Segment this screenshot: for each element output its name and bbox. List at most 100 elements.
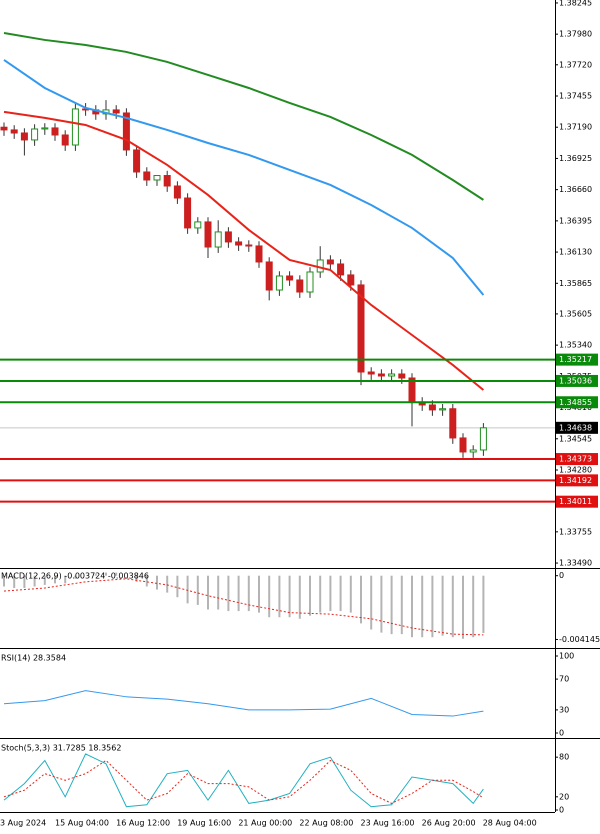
candle-body — [0, 126, 8, 131]
level-tag — [556, 495, 598, 508]
candle-body — [347, 274, 355, 286]
x-tick-label: 21 Aug 00:00 — [238, 819, 292, 828]
current-price-tag — [556, 421, 598, 434]
x-tick-label: 22 Aug 08:00 — [299, 819, 353, 828]
y-tick-label: 1.33755 — [559, 527, 592, 536]
panel-title: MACD(12,26,9) -0.003724 -0.003846 — [1, 572, 149, 581]
candle-body — [112, 109, 120, 114]
level-tag — [556, 474, 598, 487]
level-tag — [556, 353, 598, 366]
candle-body — [245, 244, 253, 247]
y-tick-label: 1.33490 — [559, 559, 592, 568]
level-tag — [556, 374, 598, 387]
candle-body — [459, 437, 467, 453]
candle-body — [71, 108, 79, 146]
y-tick-label: 30 — [559, 705, 569, 714]
current-price-label: 1.34638 — [559, 423, 592, 432]
indicator-line — [3, 753, 484, 808]
y-tick-label: 1.35605 — [559, 309, 592, 318]
candle-body — [214, 231, 222, 248]
indicator-line — [3, 110, 485, 391]
y-tick-label: 1.36925 — [559, 154, 592, 163]
level-label: 1.34855 — [559, 398, 592, 407]
level-label: 1.35217 — [559, 355, 592, 364]
candle-body — [224, 231, 232, 243]
candle-body — [235, 241, 243, 246]
candle-body — [388, 373, 396, 377]
candle-body — [439, 408, 447, 411]
candle-body — [122, 112, 130, 151]
candle-body — [31, 128, 39, 141]
candle-body — [469, 449, 477, 453]
level-label: 1.34011 — [559, 497, 592, 506]
y-tick-label: 100 — [559, 652, 574, 661]
level-tag — [556, 453, 598, 466]
candle-body — [479, 427, 487, 451]
candle-body — [204, 221, 212, 248]
candle-body — [153, 175, 161, 181]
y-tick-label: 1.35865 — [559, 279, 592, 288]
candle-body — [51, 127, 59, 136]
candle-body — [194, 221, 202, 229]
candle-body — [265, 261, 273, 291]
panel-title: Stoch(5,3,3) 31.7285 18.3562 — [1, 744, 121, 753]
candle-body — [143, 171, 151, 181]
y-tick-label: 1.34280 — [559, 465, 592, 474]
y-tick-label: 1.36395 — [559, 216, 592, 225]
y-tick-label: 20 — [559, 792, 569, 801]
candle-body — [449, 408, 457, 439]
y-tick-label: 1.36130 — [559, 248, 592, 257]
candle-body — [255, 245, 263, 263]
indicator-line — [3, 59, 485, 296]
candle-body — [133, 149, 141, 173]
y-tick-label: 70 — [559, 675, 569, 684]
candle-body — [296, 279, 304, 293]
x-tick-label: 15 Aug 04:00 — [55, 819, 109, 828]
candle-body — [428, 404, 436, 411]
candle-body — [20, 132, 28, 141]
y-tick-label: 0 — [559, 728, 564, 737]
candle-body — [163, 175, 171, 187]
candle-body — [184, 197, 192, 229]
indicator-line — [3, 690, 484, 717]
candle-body — [337, 263, 345, 276]
candle-body — [306, 271, 314, 293]
y-tick-label: 1.37190 — [559, 123, 592, 132]
indicator-line — [3, 759, 484, 804]
x-tick-label: 16 Aug 12:00 — [116, 819, 170, 828]
candle-body — [377, 373, 385, 377]
x-tick-label: 28 Aug 04:00 — [483, 819, 537, 828]
y-tick-label: 0 — [559, 571, 564, 580]
level-label: 1.34373 — [559, 455, 592, 464]
indicator-line — [3, 31, 484, 201]
x-tick-label: 3 Aug 2024 — [0, 819, 46, 828]
candle-body — [326, 259, 334, 265]
level-label: 1.34192 — [559, 476, 592, 485]
candle-body — [357, 284, 365, 373]
y-tick-label: 1.34545 — [559, 434, 592, 443]
y-tick-label: 80 — [559, 753, 569, 762]
candle-body — [275, 275, 283, 291]
y-tick-label: 1.35340 — [559, 341, 592, 350]
y-tick-label: 1.36660 — [559, 185, 592, 194]
x-tick-label: 19 Aug 16:00 — [177, 819, 231, 828]
y-tick-label: 1.38245 — [559, 0, 592, 7]
level-label: 1.35036 — [559, 376, 592, 385]
candle-body — [367, 371, 375, 375]
candle-body — [10, 129, 18, 134]
candle-body — [173, 185, 181, 199]
candle-body — [286, 275, 294, 281]
y-tick-label: 1.37720 — [559, 60, 592, 69]
candle-body — [398, 373, 406, 379]
y-tick-label: 0 — [559, 806, 564, 815]
x-tick-label: 26 Aug 20:00 — [422, 819, 476, 828]
y-tick-label: 1.37455 — [559, 92, 592, 101]
candle-body — [41, 127, 49, 130]
panel-title: RSI(14) 28.3584 — [1, 654, 66, 663]
y-tick-label: -0.004145 — [559, 635, 600, 644]
level-tag — [556, 396, 598, 409]
y-tick-label: 1.37980 — [559, 30, 592, 39]
indicator-line — [3, 578, 484, 636]
